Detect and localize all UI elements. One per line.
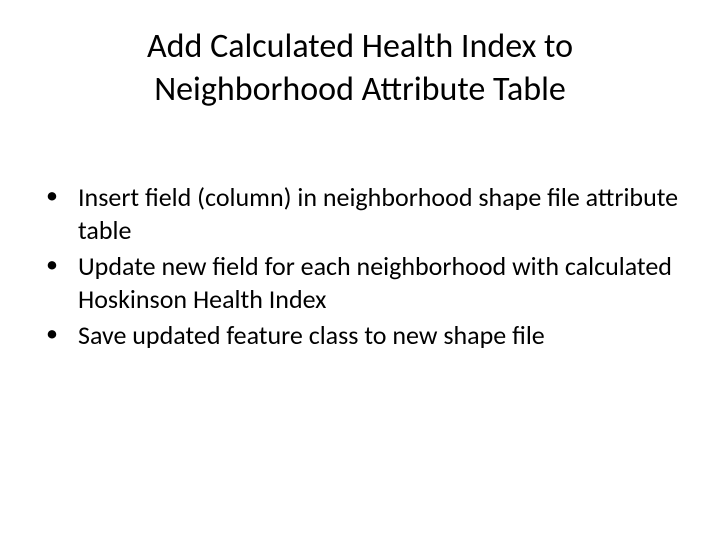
bullet-list: Insert field (column) in neighborhood sh… (40, 181, 680, 352)
bullet-item: Save updated feature class to new shape … (40, 319, 680, 352)
slide-title: Add Calculated Health Index to Neighborh… (40, 26, 680, 111)
bullet-item: Update new field for each neighborhood w… (40, 250, 680, 315)
slide-container: Add Calculated Health Index to Neighborh… (0, 0, 720, 540)
bullet-item: Insert field (column) in neighborhood sh… (40, 181, 680, 246)
